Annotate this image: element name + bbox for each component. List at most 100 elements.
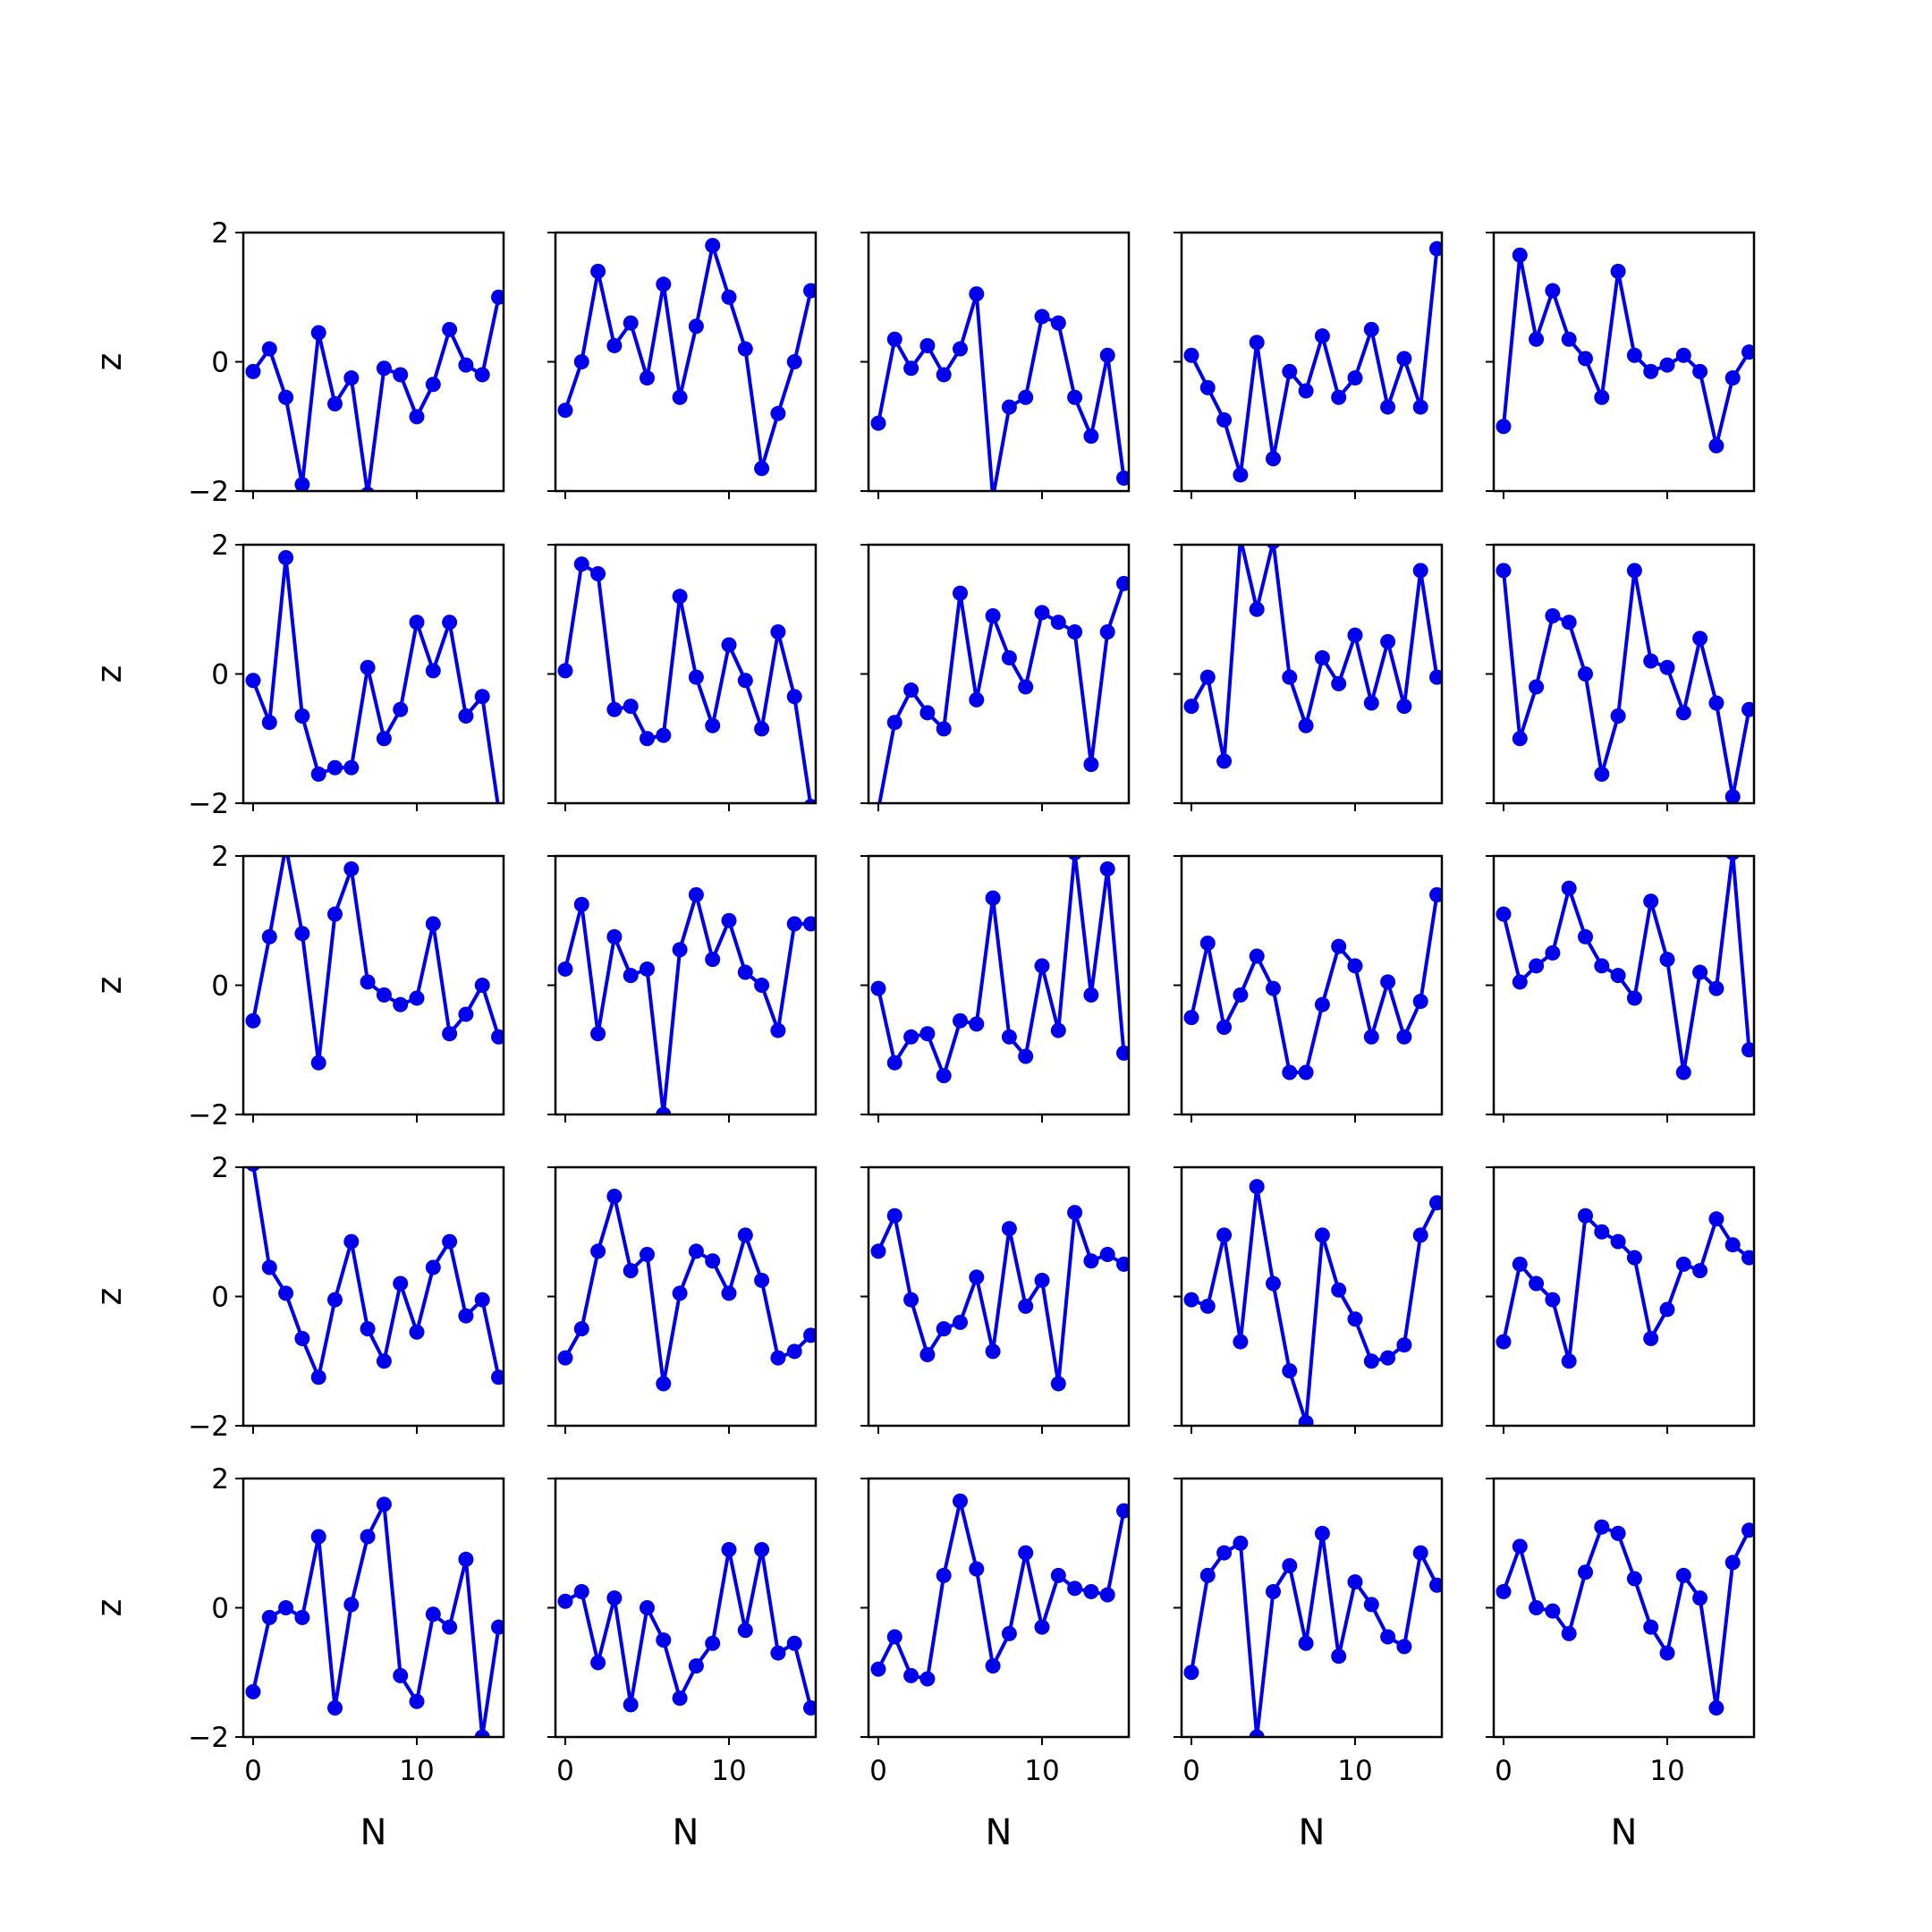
data-point — [1018, 1298, 1034, 1314]
data-point — [1050, 1567, 1066, 1583]
data-point — [1594, 766, 1610, 782]
data-point — [1067, 389, 1083, 405]
data-point — [1298, 717, 1314, 733]
data-point — [688, 669, 704, 685]
x-tick-label: 10 — [711, 1755, 746, 1787]
data-point — [294, 926, 310, 942]
data-point — [1331, 938, 1347, 954]
data-point — [1001, 1625, 1017, 1641]
panel-r4-c4 — [1174, 1165, 1444, 1434]
data-point — [1496, 1334, 1512, 1350]
series-line — [564, 1547, 813, 1708]
data-point — [786, 916, 802, 932]
data-point — [1577, 1564, 1593, 1580]
data-point — [261, 1609, 277, 1625]
data-point — [672, 1690, 688, 1707]
data-point — [936, 1567, 952, 1583]
series-group — [557, 886, 816, 1114]
x-tick-label: 10 — [1024, 1755, 1059, 1787]
data-point — [1083, 987, 1099, 1003]
y-axis-label: z — [89, 1599, 129, 1617]
panel-r2-c4 — [1174, 543, 1444, 811]
data-point — [656, 1632, 672, 1648]
data-point — [770, 624, 786, 640]
data-point — [656, 727, 672, 743]
data-point — [1363, 1353, 1379, 1369]
panel-grid: 2 0 −2 z 2 0 −2 z 2 0 −2 z 2 0 −2 z 2 0 −2 0 10 z N 0 10 N 0 10 N 0 10… — [89, 217, 1756, 1853]
data-point — [705, 1635, 721, 1651]
data-point — [705, 237, 721, 253]
data-point — [1034, 309, 1050, 325]
data-point — [606, 928, 623, 945]
y-tick-label: 2 — [211, 217, 229, 250]
data-point — [1529, 1600, 1545, 1615]
data-point — [1363, 1029, 1379, 1045]
data-point — [442, 1619, 458, 1635]
data-point — [1396, 1337, 1412, 1353]
data-point — [737, 1227, 753, 1243]
x-tick-label: 10 — [1337, 1755, 1372, 1787]
data-point — [425, 1606, 441, 1623]
data-point — [1067, 1205, 1083, 1221]
data-point — [721, 1541, 737, 1557]
data-point — [952, 585, 968, 601]
series-group — [1496, 563, 1754, 803]
x-axis-label: N — [1299, 1812, 1326, 1853]
data-point — [590, 1026, 606, 1042]
data-point — [754, 721, 770, 737]
panel-r1-c1: 2 0 −2 z — [89, 217, 505, 508]
data-point — [1183, 1665, 1199, 1681]
data-point — [985, 1343, 1001, 1360]
data-point — [639, 1600, 655, 1615]
data-point — [786, 354, 802, 369]
data-point — [1545, 945, 1561, 961]
data-point — [754, 978, 770, 993]
data-point — [458, 1308, 474, 1324]
data-point — [1396, 1639, 1412, 1655]
y-tick-label: 0 — [211, 347, 229, 379]
data-point — [1001, 1029, 1017, 1045]
data-point — [1577, 928, 1593, 945]
data-point — [969, 1016, 985, 1032]
data-point — [903, 1667, 919, 1683]
data-point — [754, 461, 770, 477]
data-point — [1347, 370, 1363, 386]
data-point — [557, 1593, 573, 1609]
data-point — [803, 916, 816, 932]
data-point — [1741, 344, 1754, 360]
data-point — [343, 370, 360, 386]
data-point — [573, 1583, 589, 1599]
data-point — [1216, 1545, 1233, 1561]
series-line — [1190, 894, 1439, 1075]
data-point — [1018, 679, 1034, 695]
data-point — [1429, 241, 1442, 257]
data-point — [376, 1353, 392, 1369]
data-point — [310, 1055, 326, 1071]
data-point — [870, 980, 886, 996]
data-point — [1545, 607, 1561, 623]
data-point — [770, 405, 786, 421]
data-point — [393, 367, 409, 383]
data-point — [474, 1292, 490, 1308]
data-point — [326, 395, 343, 411]
data-point — [1545, 1603, 1561, 1619]
panel-r1-c4 — [1174, 231, 1444, 499]
data-point — [245, 673, 261, 689]
data-point — [1529, 679, 1545, 695]
data-point — [343, 1233, 360, 1250]
series-group — [1496, 1208, 1754, 1369]
x-axis-label: N — [986, 1812, 1013, 1853]
data-point — [803, 1327, 816, 1343]
data-point — [343, 1597, 360, 1613]
data-point — [786, 1635, 802, 1651]
data-point — [1708, 1699, 1724, 1716]
data-point — [919, 337, 936, 353]
data-point — [672, 1285, 688, 1301]
series-line — [1190, 545, 1439, 764]
data-point — [1116, 1045, 1129, 1061]
data-point — [1529, 331, 1545, 347]
data-point — [310, 1369, 326, 1385]
data-point — [1018, 389, 1034, 405]
data-point — [936, 721, 952, 737]
series-group — [1183, 1525, 1442, 1737]
